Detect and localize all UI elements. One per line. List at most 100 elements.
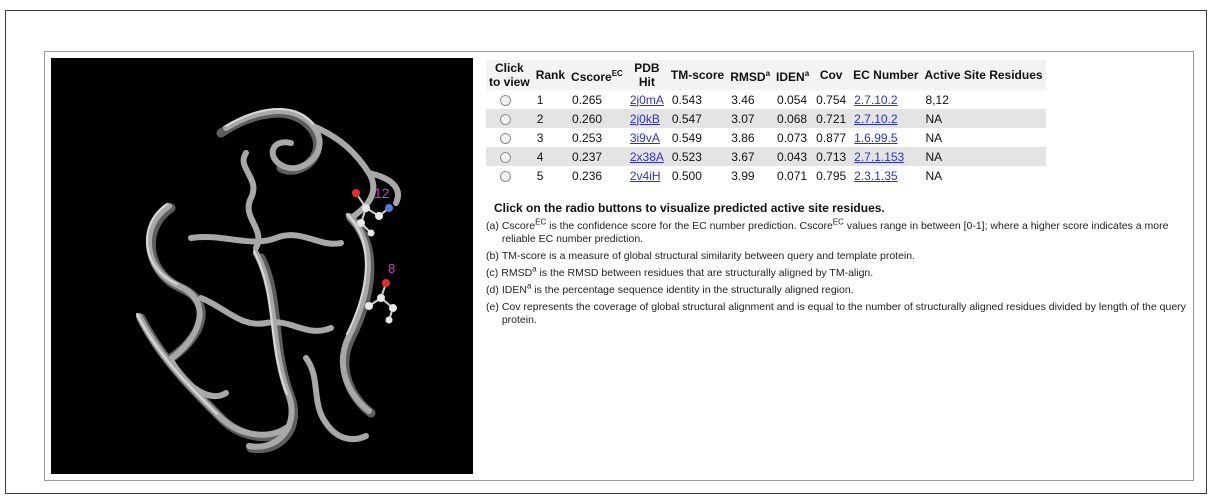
footnote-item: (e) Cov represents the coverage of global… (486, 301, 1192, 327)
pdb-hit-link[interactable]: 2v4iH (629, 168, 661, 183)
ec-number-link[interactable]: 2.7.10.2 (854, 92, 898, 107)
figure-frame: 12 8 Click to view Rank CscoreEC PDB Hit T… (5, 10, 1207, 494)
footnote-marker: (e) (486, 301, 499, 313)
footnote-marker: (b) (486, 250, 499, 262)
footnote-item: (a) CscoreEC is the confidence score for … (486, 217, 1192, 246)
col-ec-number: EC Number (850, 60, 922, 90)
ec-number-cell: 1.6.99.5 (850, 128, 921, 147)
radio-button[interactable] (500, 170, 511, 182)
col-rank: Rank (532, 60, 569, 90)
instructions-text: Click on the radio buttons to visualize … (494, 201, 885, 215)
active-site-cell: NA (925, 130, 943, 145)
tm-score-cell: 0.547 (667, 109, 728, 128)
rmsd-cell: 3.46 (731, 92, 755, 107)
pdb-hit-link[interactable]: 2j0kB (629, 111, 660, 126)
rmsd-cell: 3.86 (731, 130, 755, 145)
active-site-cell: 8,12 (925, 92, 949, 107)
col-iden: IDENa (773, 60, 813, 90)
iden-cell: 0.043 (773, 147, 813, 166)
footnote-item: (c) RMSDa is the RMSD between residues th… (486, 265, 1192, 280)
cov-cell: 0.713 (812, 147, 851, 166)
footnote-text: CscoreEC is the confidence score for the… (501, 217, 1169, 245)
table-row: 5 0.236 2v4iH 0.500 3.99 0.071 0.795 2.3.1.35 NA (486, 166, 1046, 185)
pdb-hit-cell: 2v4iH (626, 166, 668, 185)
pdb-hit-cell: 2j0mA (626, 90, 668, 109)
cscore-cell: 0.236 (572, 168, 603, 183)
footnote-marker: (a) (486, 220, 499, 232)
pdb-hit-link[interactable]: 3i9vA (629, 130, 660, 145)
rank-cell: 1 (536, 92, 544, 107)
col-active-site: Active Site Residues (921, 60, 1046, 90)
col-pdb-hit: PDB Hit (625, 60, 668, 90)
ec-number-link[interactable]: 1.6.99.5 (854, 130, 898, 145)
active-site-cell: NA (921, 147, 1046, 166)
rank-cell: 2 (532, 109, 569, 128)
tm-score-cell: 0.549 (671, 130, 702, 145)
cscore-cell: 0.260 (568, 109, 626, 128)
radio-button[interactable] (500, 94, 511, 106)
ec-number-cell: 2.7.10.2 (850, 109, 922, 128)
radio-button[interactable] (500, 151, 511, 163)
pdb-hit-cell: 2j0kB (625, 109, 668, 128)
footnote-marker: (d) (486, 284, 499, 296)
pdb-hit-cell: 2x38A (625, 147, 668, 166)
table-row: 2 0.260 2j0kB 0.547 3.07 0.068 0.721 2.7.10.2 NA (486, 109, 1046, 128)
ec-number-cell: 2.3.1.35 (850, 166, 921, 185)
cscore-cell: 0.265 (572, 92, 603, 107)
active-site-cell: NA (925, 168, 943, 183)
rmsd-cell: 3.07 (727, 109, 774, 128)
col-cscore: CscoreEC (568, 60, 626, 90)
iden-cell: 0.068 (773, 109, 813, 128)
rank-cell: 3 (536, 130, 544, 145)
iden-cell: 0.073 (777, 130, 808, 145)
footnote-item: (b) TM-score is a measure of global struc… (486, 250, 1192, 263)
tm-score-cell: 0.543 (671, 92, 702, 107)
ec-number-link[interactable]: 2.7.1.153 (854, 149, 905, 164)
results-area: Click to view Rank CscoreEC PDB Hit TM-sco… (486, 60, 1192, 331)
rmsd-cell: 3.67 (727, 147, 774, 166)
radio-cell (486, 128, 533, 147)
cov-cell: 0.795 (816, 168, 847, 183)
ec-number-link[interactable]: 2.3.1.35 (854, 168, 898, 183)
structure-viewer[interactable]: 12 8 (51, 58, 473, 474)
iden-cell: 0.071 (777, 168, 808, 183)
radio-cell (486, 166, 533, 185)
col-cov: Cov (812, 60, 851, 90)
pdb-hit-link[interactable]: 2x38A (629, 149, 664, 164)
protein-ribbon-model: 12 8 (136, 108, 401, 454)
radio-button[interactable] (500, 132, 511, 144)
footnote-text: TM-score is a measure of global structur… (501, 250, 916, 262)
rank-cell: 5 (536, 168, 544, 183)
radio-button[interactable] (500, 113, 511, 125)
ec-number-cell: 2.7.1.153 (850, 147, 922, 166)
radio-cell (486, 109, 533, 128)
cscore-cell: 0.253 (572, 130, 603, 145)
residue-label-12: 12 (374, 185, 390, 201)
footnotes: (a) CscoreEC is the confidence score for … (486, 217, 1192, 327)
footnote-marker: (c) (486, 267, 499, 279)
radio-cell (486, 90, 533, 109)
cscore-cell: 0.237 (568, 147, 626, 166)
pdb-hit-cell: 3i9vA (626, 128, 668, 147)
cov-cell: 0.877 (816, 130, 847, 145)
col-rmsd: RMSDa (727, 60, 774, 90)
col-click-to-view: Click to view (486, 60, 533, 90)
ec-number-cell: 2.7.10.2 (850, 90, 921, 109)
rank-cell: 4 (532, 147, 569, 166)
table-header-row: Click to view Rank CscoreEC PDB Hit TM-sco… (486, 60, 1046, 90)
cov-cell: 0.721 (812, 109, 851, 128)
ec-number-link[interactable]: 2.7.10.2 (854, 111, 898, 126)
pdb-hit-link[interactable]: 2j0mA (629, 92, 664, 107)
footnote-item: (d) IDENa is the percentage sequence iden… (486, 281, 1192, 297)
cov-cell: 0.754 (816, 92, 847, 107)
iden-cell: 0.054 (777, 92, 808, 107)
footnote-text: Cov represents the coverage of global st… (501, 301, 1186, 326)
rmsd-cell: 3.99 (731, 168, 755, 183)
table-row: 3 0.253 3i9vA 0.549 3.86 0.073 0.877 1.6.99.5 NA (486, 128, 1046, 147)
tm-score-cell: 0.523 (667, 147, 728, 166)
footnote-text: IDENa is the percentage sequence identit… (501, 281, 854, 296)
residue-label-8: 8 (388, 261, 395, 276)
table-row: 1 0.265 2j0mA 0.543 3.46 0.054 0.754 2.7.10.2 8,… (486, 90, 1046, 109)
col-tm-score: TM-score (667, 60, 728, 90)
radio-cell (486, 147, 533, 166)
